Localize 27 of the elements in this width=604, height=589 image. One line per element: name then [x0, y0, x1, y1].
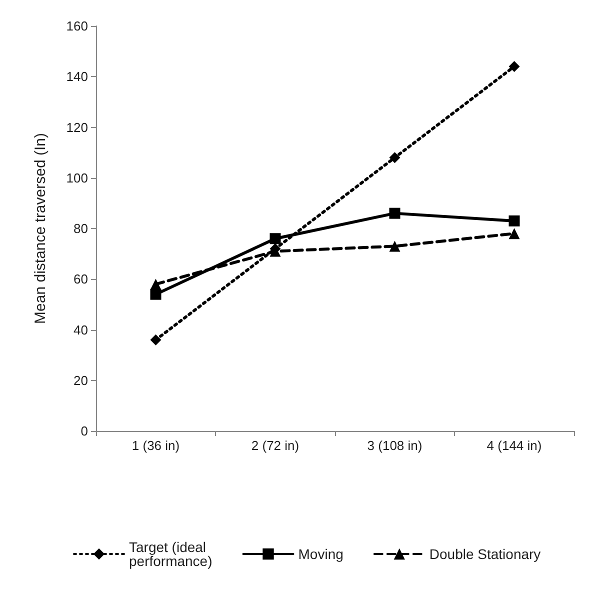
- y-tick-label: 100: [66, 170, 88, 186]
- x-tick-label: 1 (36 in): [132, 438, 180, 453]
- point: [150, 288, 162, 300]
- point: [389, 240, 400, 252]
- y-tick-label: 60: [74, 272, 88, 287]
- y-tick-label: 20: [74, 372, 88, 388]
- legend-label: Double Stationary: [429, 546, 541, 562]
- y-axis-title: Mean distance traversed (In): [32, 133, 49, 324]
- y-tick-label: 140: [66, 69, 88, 84]
- y-tick-label: 0: [80, 424, 88, 438]
- y-tick-label: 120: [66, 120, 88, 135]
- y-tick-label: 160: [66, 18, 88, 34]
- point: [270, 233, 281, 244]
- x-tick-label: 3 (108 in): [367, 438, 422, 453]
- point: [508, 215, 520, 226]
- legend-label: Target (ideal performance): [129, 539, 212, 569]
- point: [389, 152, 400, 164]
- point: [508, 61, 520, 72]
- x-tick-label: 2 (72 in): [251, 438, 300, 453]
- x-tick-label: 4 (144 in): [486, 438, 542, 453]
- y-tick-label: 40: [74, 322, 88, 338]
- point: [150, 334, 162, 346]
- y-tick-label: 80: [74, 221, 88, 236]
- legend-label: Moving: [298, 546, 344, 562]
- point: [508, 228, 520, 240]
- point: [389, 208, 400, 219]
- point: [150, 278, 162, 290]
